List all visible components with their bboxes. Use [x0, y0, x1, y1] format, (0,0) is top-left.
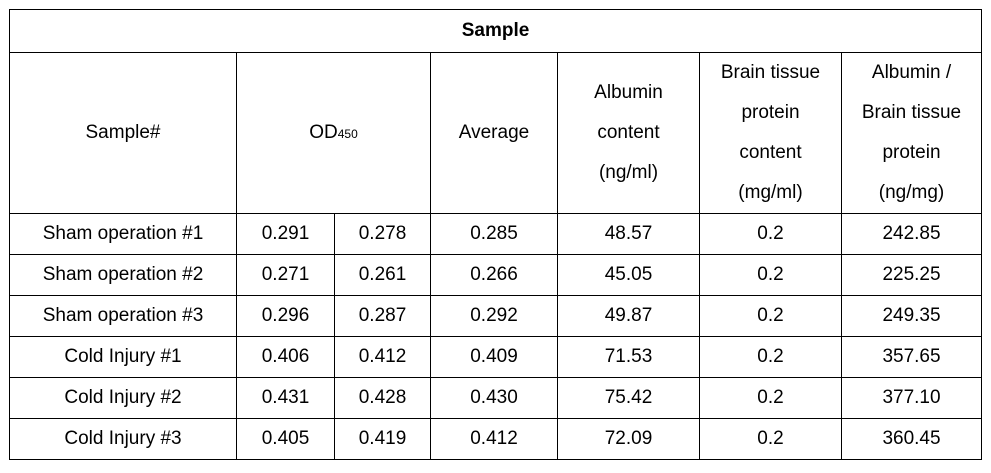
cell-od1: 0.431: [236, 377, 335, 419]
cell-average: 0.430: [430, 377, 558, 419]
cell-sample: Sham operation #1: [9, 213, 237, 255]
cell-od2: 0.412: [334, 336, 431, 378]
table-row: Sham operation #3 0.296 0.287 0.292 49.8…: [9, 295, 982, 337]
cell-albumin: 45.05: [557, 254, 700, 296]
header-brain-protein: Brain tissue protein content (mg/ml): [699, 52, 842, 214]
cell-od1: 0.271: [236, 254, 335, 296]
cell-albumin: 49.87: [557, 295, 700, 337]
cell-od2: 0.419: [334, 418, 431, 460]
cell-albumin: 48.57: [557, 213, 700, 255]
header-od-main: OD: [309, 121, 338, 143]
cell-od1: 0.296: [236, 295, 335, 337]
title-row: Sample: [9, 9, 982, 53]
cell-od2: 0.278: [334, 213, 431, 255]
cell-average: 0.266: [430, 254, 558, 296]
cell-albumin: 72.09: [557, 418, 700, 460]
header-ratio-line: Albumin /: [871, 62, 952, 83]
cell-albumin: 71.53: [557, 336, 700, 378]
cell-ratio: 249.35: [841, 295, 982, 337]
table-title: Sample: [9, 9, 982, 53]
table-row: Cold Injury #1 0.406 0.412 0.409 71.53 0…: [9, 336, 982, 378]
cell-average: 0.412: [430, 418, 558, 460]
cell-ratio: 242.85: [841, 213, 982, 255]
header-albumin-line: content: [597, 122, 660, 143]
header-average: Average: [430, 52, 558, 214]
header-od-subscript: 450: [337, 126, 358, 141]
header-brain-protein-line: (mg/ml): [738, 182, 803, 203]
header-ratio-line: Brain tissue: [861, 102, 962, 123]
cell-protein: 0.2: [699, 377, 842, 419]
header-albumin-line: (ng/ml): [598, 162, 659, 183]
header-sample: Sample#: [9, 52, 237, 214]
cell-average: 0.409: [430, 336, 558, 378]
cell-ratio: 360.45: [841, 418, 982, 460]
cell-od2: 0.287: [334, 295, 431, 337]
cell-sample: Cold Injury #2: [9, 377, 237, 419]
header-brain-protein-line: content: [739, 142, 802, 163]
header-albumin: Albumin content (ng/ml): [557, 52, 700, 214]
cell-sample: Sham operation #2: [9, 254, 237, 296]
cell-sample: Cold Injury #3: [9, 418, 237, 460]
cell-sample: Cold Injury #1: [9, 336, 237, 378]
cell-ratio: 357.65: [841, 336, 982, 378]
cell-protein: 0.2: [699, 295, 842, 337]
cell-albumin: 75.42: [557, 377, 700, 419]
cell-od1: 0.406: [236, 336, 335, 378]
header-ratio: Albumin / Brain tissue protein (ng/mg): [841, 52, 982, 214]
cell-protein: 0.2: [699, 418, 842, 460]
cell-sample: Sham operation #3: [9, 295, 237, 337]
cell-average: 0.292: [430, 295, 558, 337]
cell-protein: 0.2: [699, 254, 842, 296]
header-brain-protein-line: Brain tissue: [720, 62, 821, 83]
cell-protein: 0.2: [699, 336, 842, 378]
header-ratio-line: (ng/mg): [878, 182, 945, 203]
cell-ratio: 225.25: [841, 254, 982, 296]
table-row: Cold Injury #3 0.405 0.419 0.412 72.09 0…: [9, 418, 982, 460]
cell-average: 0.285: [430, 213, 558, 255]
header-od: OD450: [236, 52, 431, 214]
header-row: Sample# OD450 Average Albumin content (n…: [9, 52, 982, 214]
header-brain-protein-line: protein: [741, 102, 800, 123]
cell-od2: 0.261: [334, 254, 431, 296]
table-row: Sham operation #2 0.271 0.261 0.266 45.0…: [9, 254, 982, 296]
header-ratio-line: protein: [882, 142, 941, 163]
table-row: Cold Injury #2 0.431 0.428 0.430 75.42 0…: [9, 377, 982, 419]
albumin-data-table: Sample Sample# OD450 Average Albumin con…: [9, 9, 982, 460]
cell-ratio: 377.10: [841, 377, 982, 419]
cell-od1: 0.291: [236, 213, 335, 255]
cell-od2: 0.428: [334, 377, 431, 419]
header-albumin-line: Albumin: [594, 82, 663, 103]
table-row: Sham operation #1 0.291 0.278 0.285 48.5…: [9, 213, 982, 255]
cell-od1: 0.405: [236, 418, 335, 460]
cell-protein: 0.2: [699, 213, 842, 255]
